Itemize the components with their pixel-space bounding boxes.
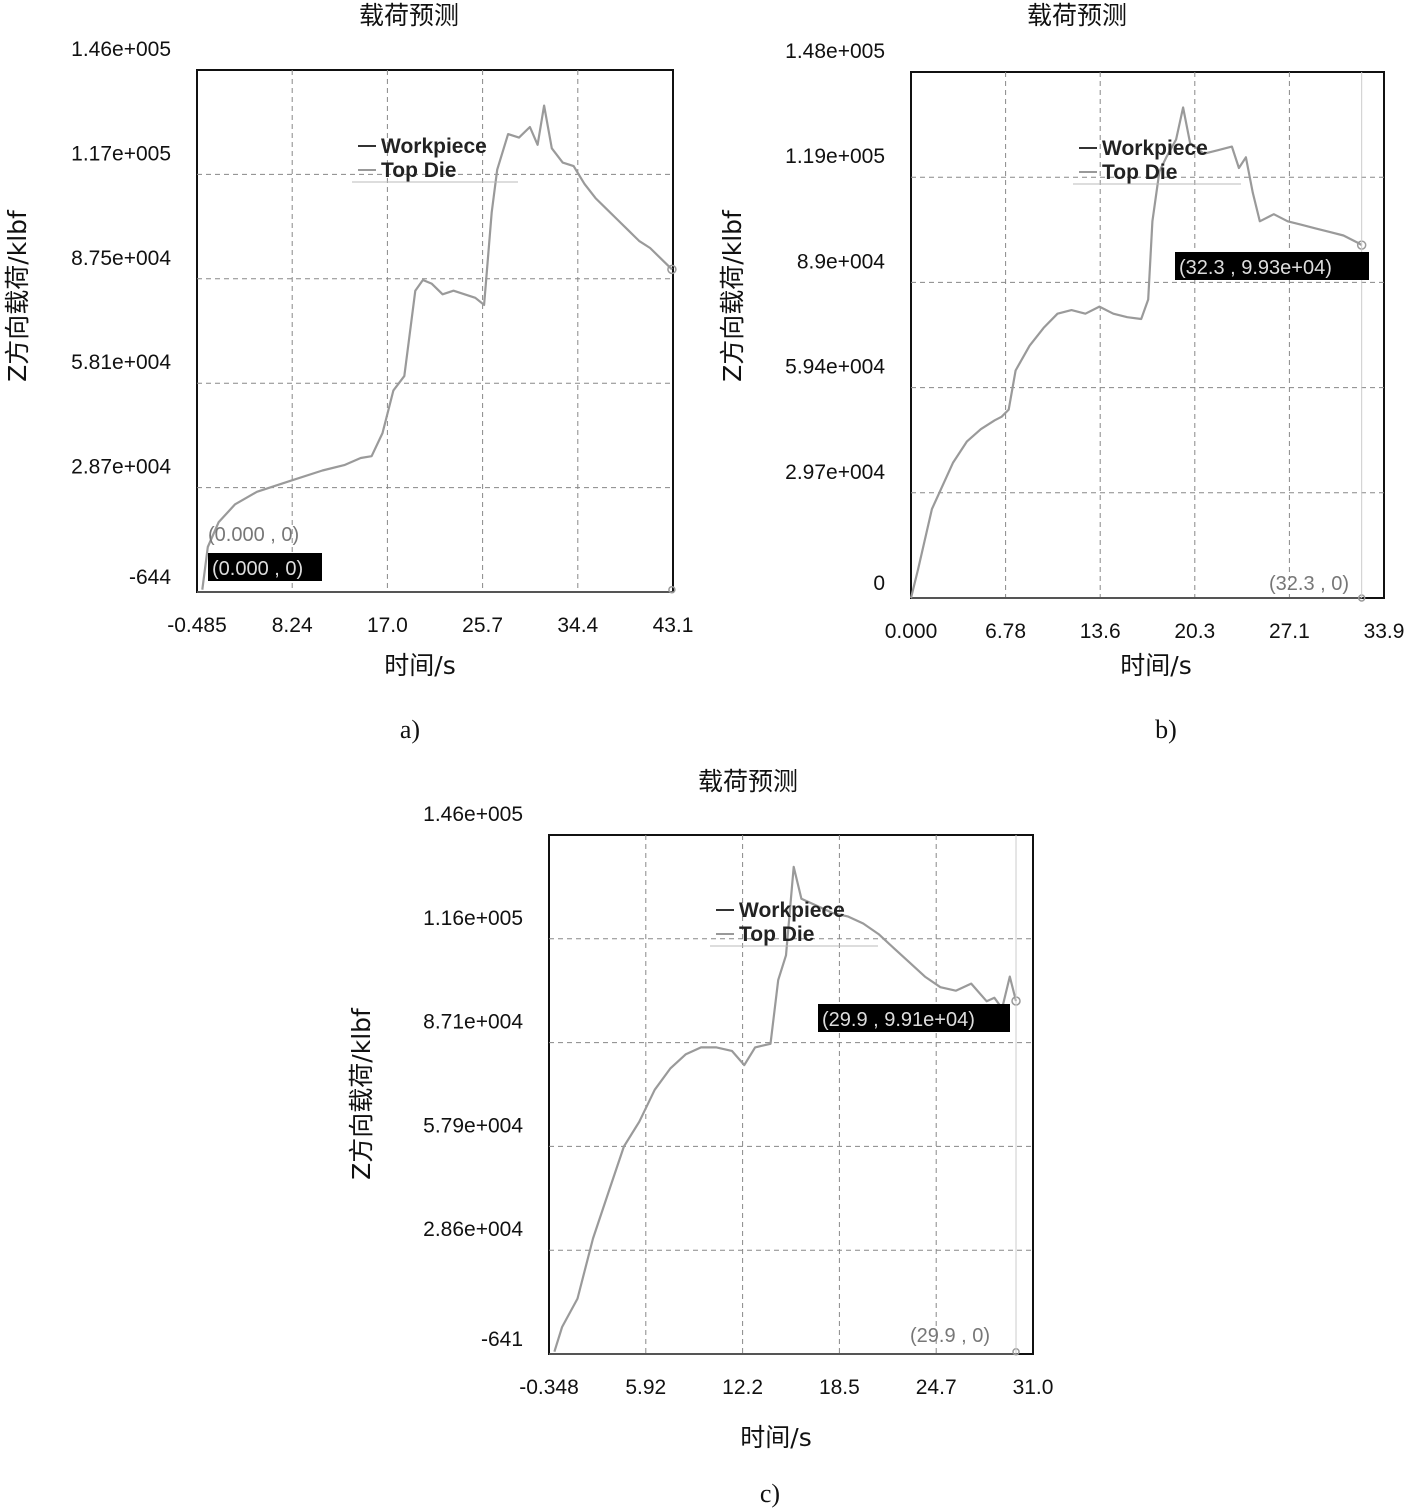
x-tick-label: 27.1 bbox=[1269, 620, 1310, 643]
x-tick-label: 13.6 bbox=[1080, 620, 1121, 643]
probe-marker bbox=[668, 585, 676, 594]
y-axis-label: Z方向载荷/klbf bbox=[3, 209, 32, 382]
annotation-highlight-box bbox=[208, 553, 322, 581]
y-tick-label: 1.19e+005 bbox=[785, 145, 885, 168]
chart-a-svg: 载荷预测 1.46e+005 1.17e+005 8.75e+004 5.81e+00… bbox=[3, 1, 693, 744]
legend: Workpiece Top Die bbox=[710, 899, 878, 947]
series-line-top-die bbox=[909, 106, 1363, 599]
y-tick-label: -644 bbox=[129, 566, 171, 589]
legend: Workpiece Top Die bbox=[352, 135, 518, 183]
x-tick-labels: -0.348 5.92 12.2 18.5 24.7 31.0 bbox=[519, 1376, 1053, 1399]
legend-label-workpiece: Workpiece bbox=[381, 135, 487, 158]
x-tick-label: 24.7 bbox=[916, 1376, 957, 1399]
x-axis-label: 时间/s bbox=[384, 651, 455, 680]
plot-area bbox=[910, 71, 1385, 599]
y-tick-label: 1.16e+005 bbox=[423, 907, 523, 930]
x-tick-label: 33.9 bbox=[1364, 620, 1405, 643]
series-lines bbox=[197, 104, 677, 594]
y-tick-labels: 1.46e+005 1.17e+005 8.75e+004 5.81e+004 2.87… bbox=[71, 38, 171, 589]
panel-label: a) bbox=[400, 715, 420, 744]
x-tick-label: 34.4 bbox=[557, 614, 598, 637]
chart-c: 载荷预测 1.46e+005 1.16e+005 8.71e+004 5.79e+00… bbox=[340, 760, 1080, 1509]
y-tick-label: 2.97e+004 bbox=[785, 461, 885, 484]
grid-lines bbox=[197, 70, 673, 592]
x-tick-labels: -0.485 8.24 17.0 25.7 34.4 43.1 bbox=[167, 614, 693, 637]
annotation-zero: (29.9 , 0) bbox=[910, 1325, 990, 1347]
grid-lines bbox=[911, 72, 1384, 598]
x-tick-label: 5.92 bbox=[625, 1376, 666, 1399]
annotation-highlight-text: (0.000 , 0) bbox=[212, 558, 303, 580]
y-tick-label: 2.86e+004 bbox=[423, 1218, 523, 1241]
y-tick-label: 5.81e+004 bbox=[71, 351, 171, 374]
grid-lines bbox=[549, 835, 1033, 1354]
annotation-highlight-box bbox=[1175, 252, 1369, 280]
series-lines bbox=[909, 72, 1367, 602]
x-tick-label: 12.2 bbox=[722, 1376, 763, 1399]
x-tick-label: 8.24 bbox=[272, 614, 313, 637]
y-tick-label: 1.46e+005 bbox=[71, 38, 171, 61]
x-tick-label: -0.348 bbox=[519, 1376, 579, 1399]
y-tick-labels: 1.46e+005 1.16e+005 8.71e+004 5.79e+004 2.86… bbox=[423, 803, 523, 1351]
annotation-highlight-text: (32.3 , 9.93e+04) bbox=[1179, 257, 1332, 279]
chart-a: 载荷预测 1.46e+005 1.17e+005 8.75e+004 5.81e+00… bbox=[0, 0, 711, 760]
y-tick-label: 0 bbox=[873, 572, 885, 595]
y-tick-label: 8.9e+004 bbox=[797, 250, 885, 273]
x-tick-label: 18.5 bbox=[819, 1376, 860, 1399]
x-tick-label: 43.1 bbox=[653, 614, 694, 637]
panel-label: b) bbox=[1155, 715, 1177, 744]
x-tick-label: -0.485 bbox=[167, 614, 227, 637]
chart-title: 载荷预测 bbox=[698, 767, 798, 796]
legend-label-topdie: Top Die bbox=[1102, 161, 1177, 184]
annotation-highlight-box bbox=[818, 1004, 1010, 1032]
panel-label: c) bbox=[760, 1479, 780, 1508]
chart-c-svg: 载荷预测 1.46e+005 1.16e+005 8.71e+004 5.79e+00… bbox=[347, 767, 1053, 1508]
chart-b: 载荷预测 1.48e+005 1.19e+005 8.9e+004 5.94e+004… bbox=[711, 0, 1422, 760]
y-axis-label: Z方向载荷/klbf bbox=[718, 209, 747, 382]
series-line-top-die bbox=[201, 104, 673, 590]
y-tick-label: 1.46e+005 bbox=[423, 803, 523, 826]
x-tick-label: 31.0 bbox=[1013, 1376, 1054, 1399]
chart-title: 载荷预测 bbox=[1027, 1, 1127, 30]
annotation-highlight-text: (29.9 , 9.91e+04) bbox=[822, 1009, 975, 1031]
y-tick-label: 8.75e+004 bbox=[71, 247, 171, 270]
x-tick-label: 6.78 bbox=[985, 620, 1026, 643]
x-axis-label: 时间/s bbox=[740, 1423, 811, 1452]
series-lines bbox=[549, 835, 1021, 1356]
probe-marker bbox=[667, 264, 677, 275]
y-tick-labels: 1.48e+005 1.19e+005 8.9e+004 5.94e+004 2.97e… bbox=[785, 40, 885, 595]
legend: Workpiece Top Die bbox=[1073, 137, 1241, 185]
y-tick-label: 8.71e+004 bbox=[423, 1011, 523, 1034]
y-tick-label: 5.94e+004 bbox=[785, 356, 885, 379]
legend-label-workpiece: Workpiece bbox=[1102, 137, 1208, 160]
y-tick-label: 5.79e+004 bbox=[423, 1114, 523, 1137]
x-axis-label: 时间/s bbox=[1120, 651, 1191, 680]
y-axis-label: Z方向载荷/klbf bbox=[347, 1007, 376, 1180]
annotation-origin: (0.000 , 0) bbox=[208, 524, 299, 546]
x-tick-label: 25.7 bbox=[462, 614, 503, 637]
annotation-zero: (32.3 , 0) bbox=[1269, 573, 1349, 595]
y-tick-label: 1.17e+005 bbox=[71, 142, 171, 165]
x-tick-label: 20.3 bbox=[1174, 620, 1215, 643]
chart-b-svg: 载荷预测 1.48e+005 1.19e+005 8.9e+004 5.94e+004… bbox=[718, 1, 1405, 744]
x-tick-label: 17.0 bbox=[367, 614, 408, 637]
series-line-top-die bbox=[553, 865, 1018, 1353]
legend-label-topdie: Top Die bbox=[739, 923, 814, 946]
y-tick-label: 1.48e+005 bbox=[785, 40, 885, 63]
x-tick-labels: 0.000 6.78 13.6 20.3 27.1 33.9 bbox=[885, 620, 1405, 643]
legend-label-topdie: Top Die bbox=[381, 159, 456, 182]
y-tick-label: -641 bbox=[481, 1328, 523, 1351]
chart-title: 载荷预测 bbox=[359, 1, 459, 30]
x-tick-label: 0.000 bbox=[885, 620, 938, 643]
plot-area bbox=[548, 834, 1034, 1355]
plot-area bbox=[196, 69, 674, 593]
legend-label-workpiece: Workpiece bbox=[739, 899, 845, 922]
y-tick-label: 2.87e+004 bbox=[71, 456, 171, 479]
